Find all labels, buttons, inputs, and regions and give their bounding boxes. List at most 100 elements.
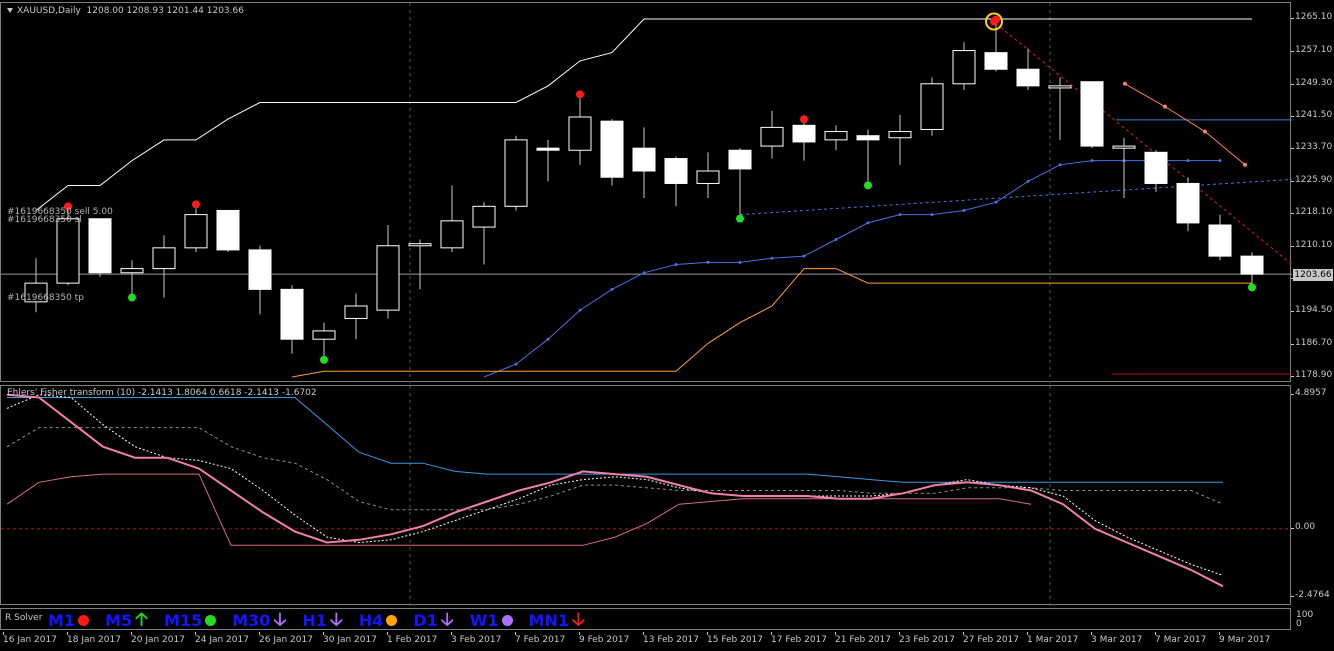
fisher-trigger-gray bbox=[6, 427, 1224, 511]
timeframe-label: M1 bbox=[48, 610, 76, 630]
indicator-title: Ehlers' Fisher transform (10) -2.1413 1.… bbox=[7, 388, 317, 398]
timeframe-signal-row: M1 M5 🡡 M15 M30 🡣 H1 🡣 H4 D1 🡣 W1 MN1 🡣 bbox=[48, 609, 601, 631]
red-trend-line bbox=[995, 23, 1292, 265]
price-tick: 1257.10 bbox=[1290, 45, 1333, 56]
arrow-down-icon: 🡣 bbox=[273, 609, 287, 630]
candle-body bbox=[1016, 68, 1040, 87]
date-tick: 15 Feb 2017 bbox=[707, 632, 764, 645]
candle-body bbox=[824, 131, 848, 141]
price-tick: 1210.10 bbox=[1290, 240, 1333, 251]
buy-signal-dot bbox=[320, 355, 328, 364]
candle bbox=[88, 218, 112, 277]
candle-body bbox=[88, 218, 112, 274]
candlestick-chart[interactable] bbox=[1, 3, 1292, 383]
candle bbox=[984, 23, 1008, 72]
projection-point bbox=[1123, 81, 1127, 86]
timeframe-w1[interactable]: W1 bbox=[470, 611, 513, 630]
price-tick: 1233.70 bbox=[1290, 142, 1333, 153]
candle-body bbox=[472, 205, 496, 228]
candle-body bbox=[696, 170, 720, 184]
price-chart-pane[interactable]: XAUUSD,Daily 1208.00 1208.93 1201.44 120… bbox=[0, 2, 1292, 383]
trailing-stop-point bbox=[962, 208, 966, 212]
indicator-tick: -2.4764 bbox=[1291, 589, 1330, 600]
timeframe-m5[interactable]: M5 🡡 bbox=[105, 611, 148, 630]
buy-signal-dot bbox=[1248, 283, 1256, 292]
solver-tick-0: 0 bbox=[1296, 619, 1302, 629]
candle bbox=[856, 129, 880, 182]
highlight-dot bbox=[990, 17, 998, 26]
order-label-sell[interactable]: #1619668350 sell 5.00 bbox=[7, 207, 113, 217]
candle-body bbox=[856, 135, 880, 141]
signal-dot-icon bbox=[386, 614, 398, 626]
timeframe-label: M15 bbox=[164, 610, 203, 630]
candle-body bbox=[408, 243, 432, 247]
date-tick: 16 Jan 2017 bbox=[3, 632, 57, 645]
timeframe-m30[interactable]: M30 🡣 bbox=[232, 611, 286, 630]
fisher-transform-pane[interactable]: Ehlers' Fisher transform (10) -2.1413 1.… bbox=[0, 385, 1292, 606]
timeframe-mn1[interactable]: MN1 🡣 bbox=[529, 611, 585, 630]
candle-body bbox=[312, 330, 336, 340]
date-tick: 3 Mar 2017 bbox=[1091, 632, 1143, 645]
candle bbox=[184, 208, 208, 252]
candle-body bbox=[1176, 182, 1200, 224]
order-label-tp[interactable]: #1619668350 tp bbox=[7, 293, 84, 303]
buy-signal-dot bbox=[736, 214, 744, 223]
candle-body bbox=[376, 245, 400, 311]
date-tick: 9 Mar 2017 bbox=[1219, 632, 1271, 645]
candle-body bbox=[1112, 145, 1136, 149]
candle-body bbox=[1208, 224, 1232, 257]
trailing-stop-point bbox=[834, 238, 838, 242]
candle-body bbox=[600, 120, 624, 178]
trailing-stop-point bbox=[738, 260, 742, 264]
order-label-sl[interactable]: #1619668350 sl bbox=[7, 215, 82, 225]
price-tick: 1218.10 bbox=[1290, 207, 1333, 218]
arrow-down-icon: 🡣 bbox=[329, 609, 343, 630]
date-tick: 1 Feb 2017 bbox=[387, 632, 438, 645]
timeframe-m15[interactable]: M15 bbox=[164, 610, 217, 630]
timeframe-label: MN1 bbox=[528, 610, 569, 630]
candle bbox=[312, 322, 336, 356]
candle bbox=[664, 156, 688, 207]
chevron-down-icon[interactable] bbox=[7, 8, 13, 13]
date-axis[interactable]: 16 Jan 2017 18 Jan 2017 20 Jan 2017 24 Jan … bbox=[0, 632, 1291, 651]
candle-body bbox=[632, 147, 656, 172]
candle-body bbox=[888, 131, 912, 139]
sell-signal-dot bbox=[576, 90, 584, 99]
support-line bbox=[291, 268, 1252, 378]
candle bbox=[472, 202, 496, 265]
indicator-tick: 4.8957 bbox=[1291, 387, 1327, 398]
candle-body bbox=[120, 268, 144, 274]
date-tick: 17 Feb 2017 bbox=[771, 632, 828, 645]
trailing-stop-point bbox=[610, 287, 614, 291]
fisher-blue-line bbox=[7, 397, 1223, 483]
price-tick: 1194.50 bbox=[1290, 305, 1333, 316]
trailing-stop-point bbox=[930, 213, 934, 217]
highlight-marker bbox=[985, 12, 1003, 31]
price-axis[interactable]: 1265.10 1257.10 1249.30 1241.50 1233.70 1225.… bbox=[1290, 2, 1334, 382]
candle-body bbox=[1240, 255, 1264, 275]
fisher-thin-pink-line bbox=[6, 473, 1032, 546]
fisher-transform-chart[interactable] bbox=[1, 386, 1292, 606]
projection-line bbox=[1124, 83, 1246, 166]
ohlc-readout: 1208.00 1208.93 1201.44 1203.66 bbox=[86, 6, 244, 16]
solver-pane[interactable] bbox=[0, 608, 1291, 630]
date-tick: 24 Jan 2017 bbox=[195, 632, 249, 645]
candle bbox=[280, 285, 304, 354]
timeframe-d1[interactable]: D1 🡣 bbox=[413, 611, 453, 630]
candle bbox=[632, 127, 656, 198]
trailing-stop-point bbox=[994, 200, 998, 204]
date-tick: 7 Feb 2017 bbox=[515, 632, 566, 645]
arrow-down-icon: 🡣 bbox=[440, 609, 454, 630]
timeframe-h4[interactable]: H4 bbox=[359, 611, 398, 630]
sell-signal-dot bbox=[800, 115, 808, 124]
projection-point bbox=[1243, 162, 1247, 167]
timeframe-h1[interactable]: H1 🡣 bbox=[302, 611, 342, 630]
candle bbox=[1112, 137, 1136, 198]
trailing-stop-point bbox=[1058, 163, 1062, 167]
trailing-stop-point bbox=[1186, 159, 1190, 163]
candle-body bbox=[1144, 151, 1168, 184]
timeframe-label: H4 bbox=[358, 610, 384, 630]
candle bbox=[376, 224, 400, 319]
timeframe-m1[interactable]: M1 bbox=[48, 610, 90, 630]
date-tick: 30 Jan 2017 bbox=[323, 632, 377, 645]
